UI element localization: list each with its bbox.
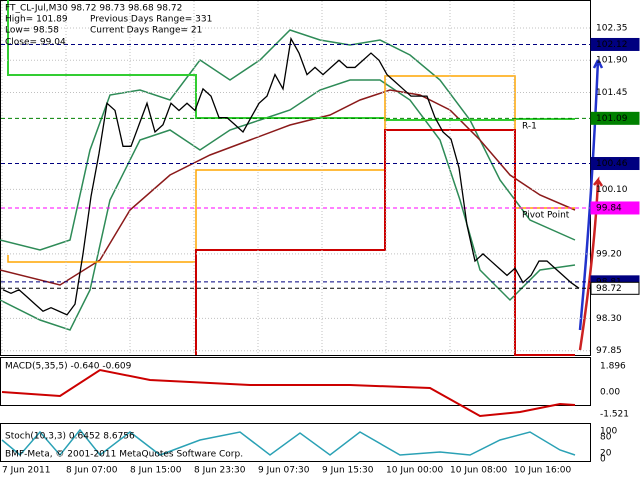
moving-average bbox=[0, 89, 576, 286]
y-tick-label: 97.85 bbox=[596, 346, 622, 356]
stoch-tick: 100 bbox=[600, 427, 617, 437]
level-label: 101.09 bbox=[596, 114, 628, 124]
info: Low= 98.58 bbox=[5, 26, 59, 36]
y-tick-label: 98.30 bbox=[596, 314, 622, 324]
macd-tick: 1.896 bbox=[600, 362, 626, 372]
footer: BMF-Meta, © 2001-2011 MetaQuotes Softwar… bbox=[5, 450, 243, 460]
pivot-s bbox=[195, 129, 575, 356]
info: Close= 99.04 bbox=[5, 38, 66, 48]
x-tick-label: 10 Jun 00:00 bbox=[386, 466, 443, 476]
y-tick-label: 101.45 bbox=[596, 88, 628, 98]
x-tick-label: 8 Jun 15:00 bbox=[130, 466, 182, 476]
y-tick-label: 102.35 bbox=[596, 23, 628, 33]
bollinger-upper bbox=[0, 29, 576, 251]
stoch-main bbox=[1, 428, 576, 457]
stoch-label: Stoch(10,3,3) 0.6452 8.6756 bbox=[5, 432, 135, 442]
info: Previous Days Range= 331 bbox=[90, 15, 212, 25]
x-tick-label: 10 Jun 16:00 bbox=[514, 466, 571, 476]
bollinger-lower bbox=[0, 79, 576, 331]
x-tick-label: 8 Jun 23:30 bbox=[194, 466, 246, 476]
y-tick-label: 99.20 bbox=[596, 249, 622, 259]
macd-tick: 0.00 bbox=[600, 388, 620, 398]
annotation: R-1 bbox=[522, 122, 537, 132]
level-box bbox=[590, 37, 640, 51]
level-box bbox=[590, 111, 640, 125]
level-box bbox=[590, 201, 640, 215]
x-tick-label: 7 Jun 2011 bbox=[2, 466, 50, 476]
level-label: 98.72 bbox=[596, 284, 622, 294]
level-label: 102.12 bbox=[596, 40, 628, 50]
arrow-down bbox=[578, 176, 604, 351]
level-label: 100.46 bbox=[596, 159, 628, 169]
macd-tick: -1.521 bbox=[600, 410, 629, 420]
x-tick-label: 8 Jun 07:00 bbox=[66, 466, 118, 476]
info: Current Days Range= 21 bbox=[90, 26, 202, 36]
macd-signal bbox=[1, 368, 576, 418]
title: FT_CL-Jul,M30 98.72 98.73 98.68 98.72 bbox=[5, 4, 182, 14]
macd-label: MACD(5,35,5) -0.640 -0.609 bbox=[5, 362, 132, 372]
stoch-tick: 0 bbox=[600, 455, 606, 465]
level-label: 99.84 bbox=[596, 203, 622, 213]
main-panel bbox=[0, 0, 591, 356]
x-tick-label: 9 Jun 15:30 bbox=[322, 466, 374, 476]
macd-panel bbox=[0, 357, 591, 406]
stoch-tick: 80 bbox=[600, 433, 612, 443]
y-tick-label: 100.10 bbox=[596, 185, 628, 195]
arrow-up bbox=[578, 59, 604, 331]
price-line bbox=[2, 36, 580, 316]
x-tick-label: 9 Jun 07:30 bbox=[258, 466, 310, 476]
x-tick-label: 10 Jun 08:00 bbox=[450, 466, 507, 476]
level-box bbox=[590, 281, 640, 295]
stoch-tick: 20 bbox=[600, 449, 612, 459]
level-box bbox=[590, 157, 640, 171]
y-tick-label: 101.90 bbox=[596, 56, 628, 66]
stoch-panel bbox=[0, 423, 591, 462]
annotation: Pivot Point bbox=[522, 211, 570, 221]
info: High= 101.89 bbox=[5, 15, 68, 25]
